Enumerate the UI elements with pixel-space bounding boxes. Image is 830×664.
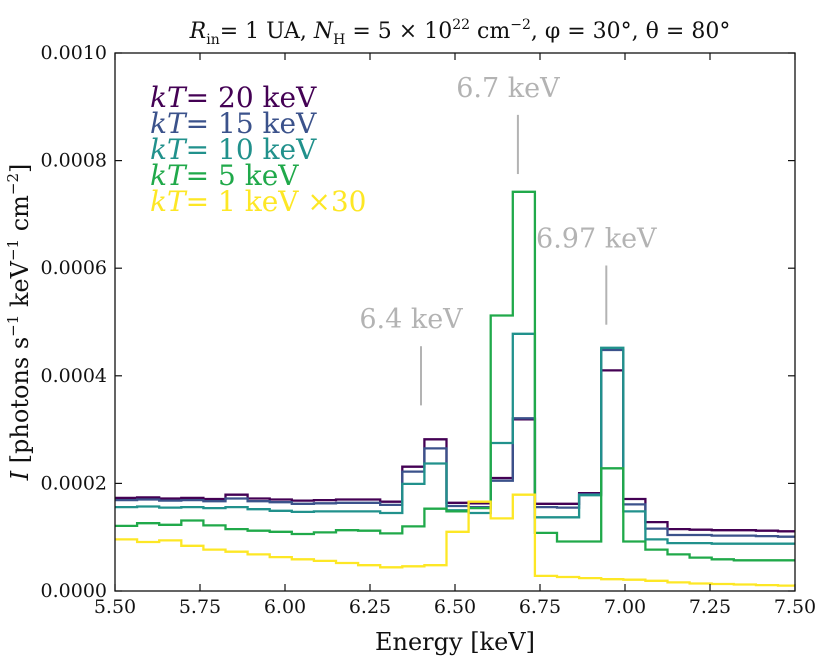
plot-frame xyxy=(114,52,796,592)
annotation-label-1: 6.4 keV xyxy=(359,304,463,335)
series-line-5 xyxy=(115,493,795,587)
legend-entry-1: kT= 20 keV xyxy=(150,81,317,114)
legend-entry-3: kT= 10 keV xyxy=(150,133,317,166)
annotation-label-3: 6.97 keV xyxy=(536,224,657,255)
y-tick-label: 0.0000 xyxy=(41,580,107,602)
y-tick-label: 0.0006 xyxy=(41,257,107,279)
x-tick-label: 6.75 xyxy=(519,596,561,618)
y-tick-label: 0.0002 xyxy=(41,472,107,494)
series-line-4 xyxy=(115,190,795,562)
x-tick-label: 5.75 xyxy=(179,596,221,618)
y-tick-label: 0.0008 xyxy=(41,150,107,172)
legend-entry-4: kT= 5 keV xyxy=(150,159,299,192)
y-tick-label: 0.0004 xyxy=(41,365,107,387)
chart-title: Rin= 1 UA, NH = 5 × 1022 cm−2, φ = 30°, … xyxy=(189,17,731,48)
x-tick-label: 6.50 xyxy=(434,596,476,618)
x-tick-label: 7.50 xyxy=(774,596,816,618)
legend-entry-2: kT= 15 keV xyxy=(150,107,317,140)
annotation-layer: 6.4 keV 6.7 keV 6.97 keV xyxy=(359,73,657,406)
axis-ticks: 5.50 5.75 6.00 6.25 6.50 6.75 7.00 7.25 7.50 0.00… xyxy=(41,42,817,618)
x-tick-label: 5.50 xyxy=(94,596,136,618)
legend-entry-5: kT= 1 keV ×30 xyxy=(150,185,366,218)
y-tick-label: 0.0010 xyxy=(41,42,107,64)
x-tick-label: 7.25 xyxy=(689,596,731,618)
x-axis-label: Energy [keV] xyxy=(375,628,535,656)
annotation-label-2: 6.7 keV xyxy=(456,73,560,104)
y-axis-label: I [photons s−1 keV−1 cm−2] xyxy=(4,164,34,482)
series-layer xyxy=(115,190,795,587)
x-tick-label: 6.00 xyxy=(264,596,306,618)
x-tick-label: 6.25 xyxy=(349,596,391,618)
x-tick-label: 7.00 xyxy=(604,596,646,618)
series-line-3 xyxy=(115,332,795,545)
